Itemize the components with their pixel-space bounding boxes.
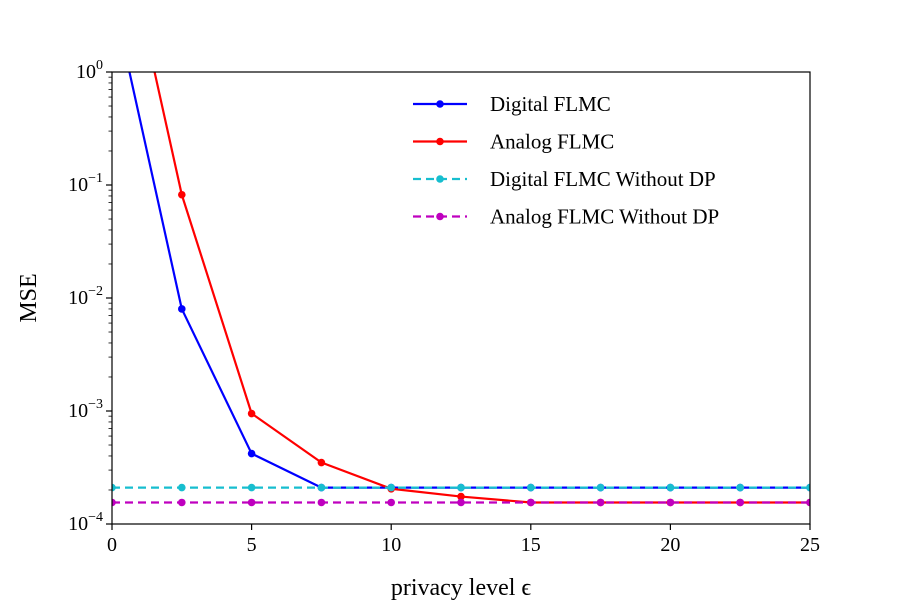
series-0-point xyxy=(178,305,186,313)
y-tick-label: 10−3 xyxy=(68,397,103,422)
legend-label-1: Analog FLMC xyxy=(490,130,614,154)
series-2-point xyxy=(457,483,465,492)
series-3-point xyxy=(527,498,535,507)
y-axis-title: MSE xyxy=(16,273,42,322)
series-3-point xyxy=(317,498,326,507)
series-2-point xyxy=(112,483,116,492)
series-3-point xyxy=(596,498,605,507)
series-3-point xyxy=(736,498,744,507)
plot-frame xyxy=(111,71,811,525)
x-tick-label: 25 xyxy=(800,534,820,556)
y-tick-label: 10−2 xyxy=(68,284,103,309)
x-tick-label: 5 xyxy=(247,534,257,556)
series-3-point xyxy=(666,498,675,507)
legend-label-2: Digital FLMC Without DP xyxy=(490,167,716,191)
series-3-point xyxy=(247,498,256,507)
legend-label-3: Analog FLMC Without DP xyxy=(490,205,719,229)
series-3-point xyxy=(806,498,810,507)
series-3-point xyxy=(112,498,116,507)
series-1-point xyxy=(317,458,326,467)
x-tick-label: 0 xyxy=(107,534,117,556)
legend-label-0: Digital FLMC xyxy=(490,92,611,116)
legend-marker-3 xyxy=(436,212,444,221)
legend-marker-0 xyxy=(436,100,444,108)
series-2-point xyxy=(317,483,326,492)
legend-marker-2 xyxy=(436,175,444,183)
series-2-point xyxy=(736,483,744,492)
y-tick-label: 10−4 xyxy=(68,510,103,535)
series-2-point xyxy=(387,483,396,492)
series-1-point xyxy=(247,409,256,418)
series-3-point xyxy=(387,498,396,507)
series-2-point xyxy=(247,483,256,492)
series-line-1 xyxy=(153,72,810,504)
legend: Digital FLMC Analog FLMC Digital FLMC With… xyxy=(413,92,719,229)
series-line-0 xyxy=(128,72,810,489)
series-3-point xyxy=(457,498,465,507)
series-2-point xyxy=(178,483,186,492)
series-2-point xyxy=(527,483,535,492)
x-tick-label: 15 xyxy=(521,534,541,556)
legend-marker-1 xyxy=(436,137,444,146)
series-1-point xyxy=(457,492,465,501)
y-tick-label: 10−1 xyxy=(68,171,103,196)
x-tick-label: 20 xyxy=(660,534,680,556)
series-2-point xyxy=(596,483,605,492)
series-0-point xyxy=(247,449,256,458)
series-2-point xyxy=(666,483,675,492)
series-layer xyxy=(112,72,810,507)
series-2-point xyxy=(806,483,810,492)
x-axis-title: privacy level ϵ xyxy=(391,575,532,601)
series-3-point xyxy=(178,498,186,507)
x-tick-label: 10 xyxy=(381,534,401,556)
axes-layer: 0 5 10 15 20 25 10−4 10−3 10−2 10−1 100 xyxy=(68,58,820,556)
series-1-point xyxy=(178,190,186,199)
y-tick-label: 100 xyxy=(76,58,103,83)
